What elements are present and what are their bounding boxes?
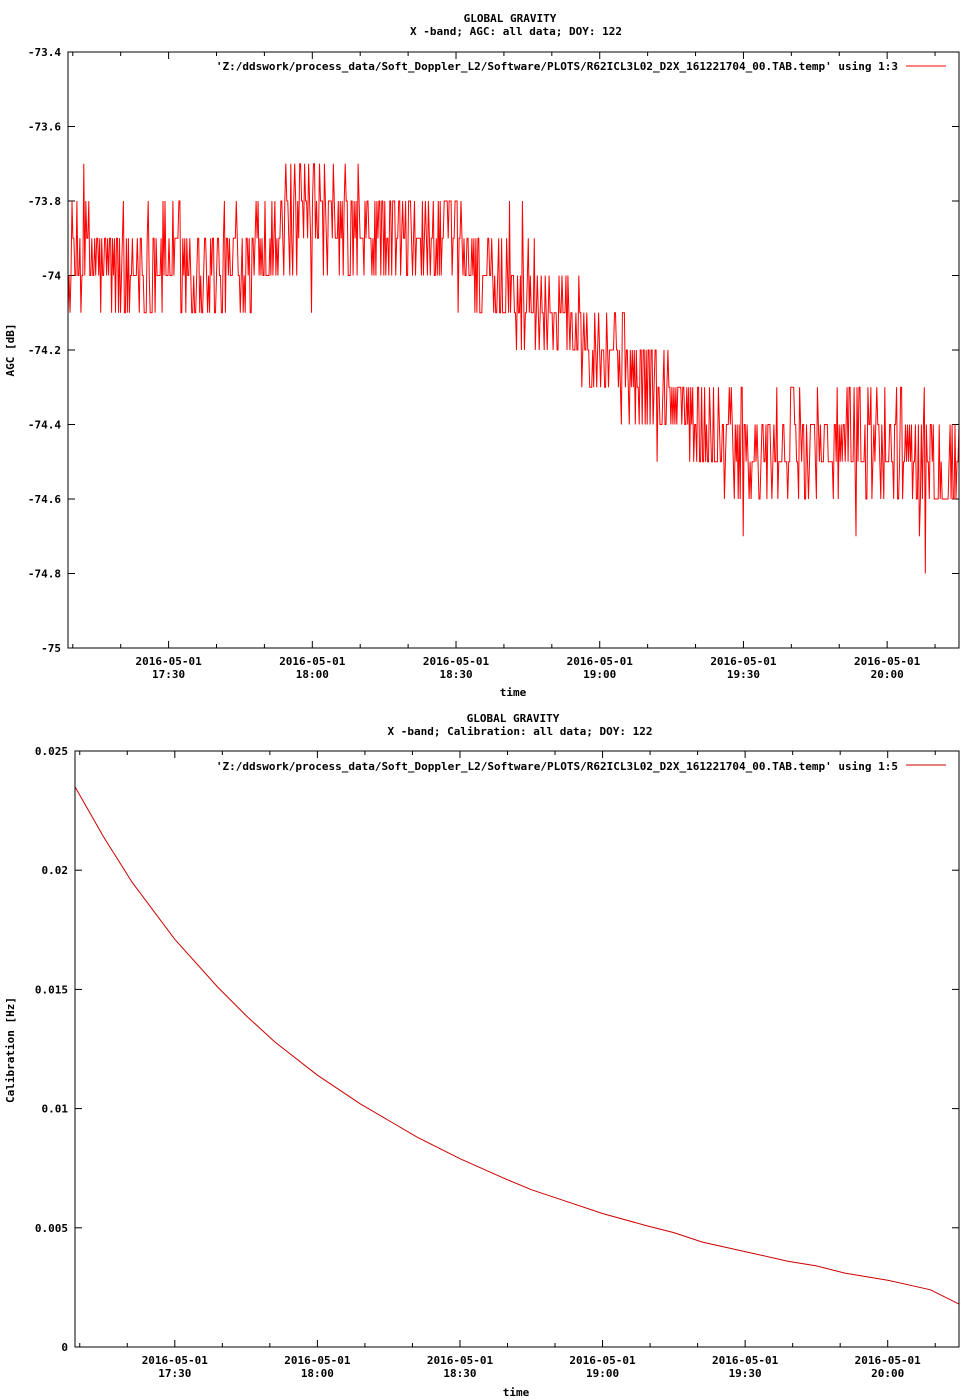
y-axis-label: AGC [dB]: [4, 324, 17, 377]
y-tick-label: -74.2: [28, 344, 61, 357]
x-tick-label-time: 18:30: [443, 1367, 476, 1380]
y-tick-label: -74.8: [28, 568, 61, 581]
y-tick-label: -73.6: [28, 121, 61, 134]
y-tick-label: 0.01: [42, 1103, 69, 1116]
calibration-chart: GLOBAL GRAVITY X -band; Calibration: all…: [4, 712, 960, 1399]
legend-entry: 'Z:/ddswork/process_data/Soft_Doppler_L2…: [216, 60, 898, 73]
x-tick-label-time: 19:00: [583, 668, 616, 681]
x-tick-label-date: 2016-05-01: [854, 655, 921, 668]
x-tick-label-time: 18:00: [301, 1367, 334, 1380]
x-tick-label-date: 2016-05-01: [279, 655, 346, 668]
chart-subtitle: X -band; AGC: all data; DOY: 122: [410, 25, 622, 38]
x-tick-label-time: 18:00: [296, 668, 329, 681]
x-tick-label-date: 2016-05-01: [142, 1354, 209, 1367]
y-tick-label: 0.025: [35, 745, 68, 758]
x-tick-label-date: 2016-05-01: [135, 655, 202, 668]
y-tick-label: 0.02: [42, 864, 69, 877]
x-tick-label-time: 19:30: [729, 1367, 762, 1380]
y-tick-label: -74.4: [28, 419, 61, 432]
x-tick-label-date: 2016-05-01: [427, 1354, 494, 1367]
series-line: [74, 786, 960, 1305]
x-tick-label-time: 19:00: [586, 1367, 619, 1380]
chart-subtitle: X -band; Calibration: all data; DOY: 122: [388, 725, 653, 738]
y-axis-label: Calibration [Hz]: [4, 997, 17, 1103]
y-tick-label: -74: [41, 270, 61, 283]
x-tick-label-date: 2016-05-01: [423, 655, 490, 668]
y-tick-label: -75: [41, 642, 61, 655]
x-tick-label-time: 17:30: [158, 1367, 191, 1380]
x-tick-label-date: 2016-05-01: [855, 1354, 922, 1367]
chart-title: GLOBAL GRAVITY: [464, 12, 557, 25]
y-tick-label: 0: [61, 1341, 68, 1354]
x-tick-label-date: 2016-05-01: [712, 1354, 779, 1367]
x-axis-label: time: [503, 1386, 530, 1399]
x-tick-label-time: 20:00: [871, 1367, 904, 1380]
chart-title: GLOBAL GRAVITY: [467, 712, 560, 725]
x-tick-label-time: 19:30: [727, 668, 760, 681]
y-tick-label: -74.6: [28, 493, 61, 506]
x-tick-label-date: 2016-05-01: [569, 1354, 636, 1367]
plot-frame: [67, 51, 960, 649]
x-tick-label-date: 2016-05-01: [710, 655, 777, 668]
x-tick-label-date: 2016-05-01: [284, 1354, 351, 1367]
y-tick-label: 0.005: [35, 1222, 68, 1235]
plot-frame: [74, 750, 960, 1348]
series-line: [67, 163, 960, 574]
x-axis-label: time: [500, 686, 527, 699]
agc-chart: GLOBAL GRAVITY X -band; AGC: all data; D…: [4, 12, 960, 699]
y-tick-label: -73.4: [28, 46, 61, 59]
x-tick-label-time: 20:00: [871, 668, 904, 681]
x-tick-label-date: 2016-05-01: [567, 655, 634, 668]
y-tick-label: 0.015: [35, 983, 68, 996]
x-tick-label-time: 18:30: [439, 668, 472, 681]
legend-entry: 'Z:/ddswork/process_data/Soft_Doppler_L2…: [216, 760, 898, 773]
y-tick-label: -73.8: [28, 195, 61, 208]
x-tick-label-time: 17:30: [152, 668, 185, 681]
